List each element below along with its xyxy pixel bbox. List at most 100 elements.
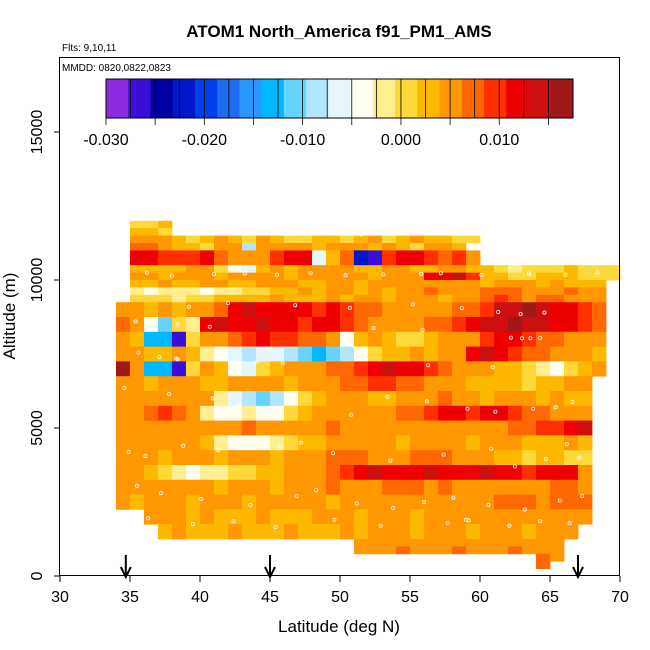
- heatmap-cell: [312, 243, 327, 251]
- x-tick-label: 65: [541, 589, 559, 606]
- heatmap-cell: [228, 250, 243, 266]
- heatmap-cell: [480, 539, 495, 547]
- heatmap-cell: [382, 420, 397, 436]
- heatmap-cell: [270, 435, 285, 451]
- heatmap-cell: [550, 465, 565, 481]
- heatmap-cell: [396, 435, 411, 451]
- heatmap-cell: [382, 376, 397, 392]
- chart-title: ATOM1 North_America f91_PM1_AMS: [186, 22, 491, 41]
- heatmap-cell: [368, 302, 383, 318]
- heatmap-cell: [256, 243, 271, 251]
- heatmap-cell: [410, 235, 425, 244]
- heatmap-cell: [424, 250, 439, 266]
- sample-point: [175, 357, 180, 362]
- heatmap-cell: [396, 479, 411, 495]
- heatmap-cell: [396, 405, 411, 421]
- heatmap-cell: [200, 450, 215, 466]
- heatmap-cell: [256, 391, 271, 407]
- heatmap-cell: [410, 331, 425, 347]
- heatmap-cell: [452, 361, 467, 377]
- heatmap-cell: [452, 294, 467, 303]
- heatmap-cell: [270, 302, 285, 318]
- colorbar-swatch: [417, 79, 440, 118]
- flights-annotation: Flts: 9,10,11: [62, 43, 117, 54]
- heatmap-cell: [298, 302, 313, 318]
- heatmap-cell: [578, 361, 593, 377]
- heatmap-cell: [116, 405, 131, 421]
- heatmap-cell: [298, 509, 313, 525]
- heatmap-cell: [214, 450, 229, 466]
- heatmap-cell: [172, 346, 187, 362]
- heatmap-cell: [228, 235, 243, 244]
- heatmap-cell: [284, 391, 299, 407]
- heatmap-cell: [396, 524, 411, 540]
- heatmap-cell: [242, 465, 257, 481]
- heatmap-cell: [340, 243, 355, 251]
- heatmap-cell: [158, 405, 173, 421]
- y-tick-label: 10000: [29, 258, 46, 303]
- heatmap-cell: [606, 272, 621, 281]
- heatmap-cell: [508, 405, 523, 421]
- heatmap-cell: [144, 250, 159, 266]
- heatmap-cell: [242, 331, 257, 347]
- heatmap-cell: [382, 391, 397, 407]
- heatmap-cell: [312, 272, 327, 281]
- heatmap-cell: [116, 361, 131, 377]
- heatmap-cell: [242, 479, 257, 495]
- heatmap-cell: [410, 294, 425, 303]
- heatmap-cell: [200, 280, 215, 288]
- heatmap-cell: [200, 250, 215, 266]
- heatmap-cell: [564, 435, 579, 451]
- sample-point: [421, 499, 426, 504]
- heatmap-cell: [228, 524, 243, 540]
- heatmap-cell: [298, 450, 313, 466]
- heatmap-cell: [382, 494, 397, 510]
- heatmap-cell: [186, 361, 201, 377]
- heatmap-cell: [228, 509, 243, 525]
- sample-point: [522, 507, 527, 512]
- heatmap-cell: [144, 450, 159, 466]
- sample-point: [134, 483, 139, 488]
- heatmap-cell: [242, 376, 257, 392]
- sample-point: [564, 442, 569, 447]
- heatmap-cell: [494, 509, 509, 525]
- heatmap-cell: [326, 465, 341, 481]
- heatmap-cell: [242, 405, 257, 421]
- heatmap-cell: [340, 435, 355, 451]
- heatmap-cell: [480, 479, 495, 495]
- heatmap-cell: [228, 361, 243, 377]
- arrow-head: [264, 566, 276, 580]
- sample-point: [277, 445, 282, 450]
- heatmap-cell: [480, 294, 495, 303]
- heatmap-cell: [354, 376, 369, 392]
- heatmap-cell: [368, 420, 383, 436]
- heatmap-cell: [368, 391, 383, 407]
- heatmap-cell: [536, 465, 551, 481]
- heatmap-cell: [186, 391, 201, 407]
- heatmap-cell: [382, 346, 397, 362]
- heatmap-cell: [130, 280, 145, 288]
- heatmap-cell: [438, 361, 453, 377]
- heatmap-cell: [354, 509, 369, 525]
- sample-point: [211, 272, 216, 277]
- heatmap-cell: [410, 302, 425, 318]
- heatmap-cell: [424, 294, 439, 303]
- heatmap-cell: [452, 280, 467, 288]
- heatmap-cell: [368, 361, 383, 377]
- heatmap-cell: [284, 465, 299, 481]
- heatmap-cell: [438, 420, 453, 436]
- heatmap-cell: [270, 361, 285, 377]
- colorbar-swatch: [372, 79, 396, 118]
- sample-point: [410, 302, 415, 307]
- heatmap-cell: [242, 302, 257, 318]
- heatmap-cell: [368, 265, 383, 273]
- heatmap-cell: [564, 272, 579, 281]
- sample-point: [420, 327, 425, 332]
- heatmap-cell: [228, 272, 243, 281]
- heatmap-cell: [256, 494, 271, 510]
- heatmap-cell: [214, 331, 229, 347]
- heatmap-cell: [326, 479, 341, 495]
- heatmap-cell: [172, 243, 187, 251]
- heatmap-cell: [466, 524, 481, 540]
- heatmap-cell: [452, 420, 467, 436]
